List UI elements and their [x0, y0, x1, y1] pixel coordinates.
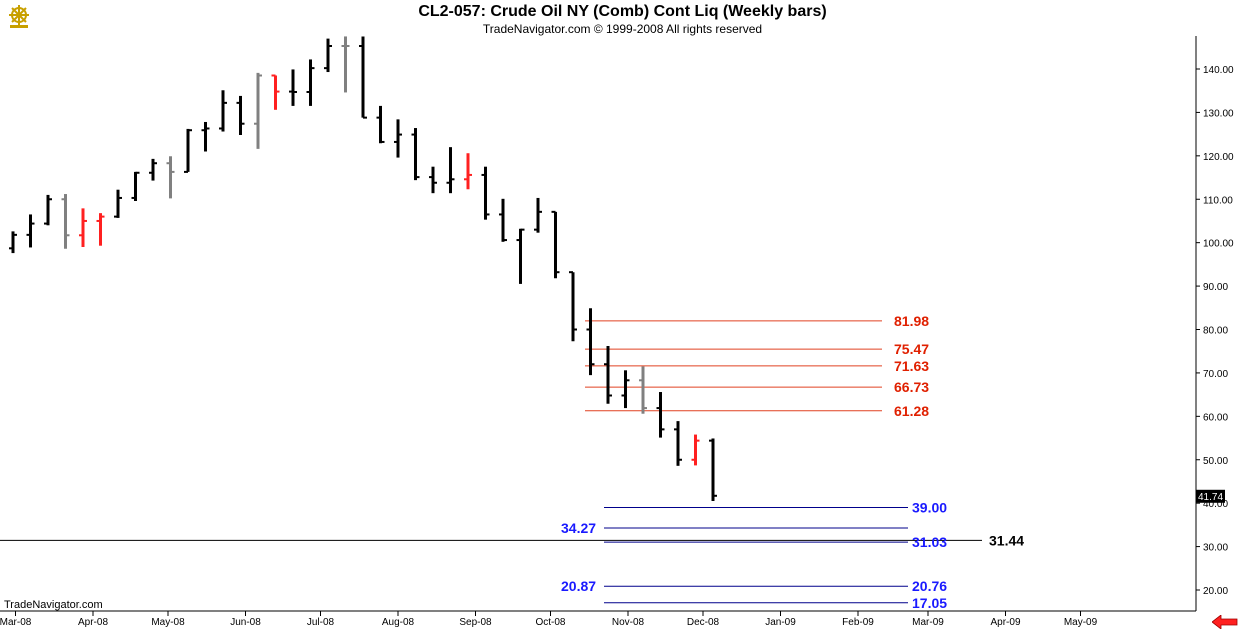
ohlc-bar — [709, 438, 717, 501]
ohlc-bar — [26, 214, 35, 248]
price-tick-label: 60.00 — [1203, 412, 1228, 423]
retracement-label: 71.63 — [894, 358, 929, 374]
ohlc-bar — [516, 228, 525, 284]
ohlc-bar — [44, 194, 52, 226]
ohlc-bar — [534, 197, 542, 233]
ohlc-bar — [639, 366, 647, 414]
last-price-flag — [1196, 489, 1225, 503]
ohlc-bar — [201, 121, 210, 152]
ohlc-bar — [184, 128, 192, 173]
target-label: 39.00 — [912, 500, 947, 516]
retracement-label: 75.47 — [894, 341, 929, 357]
ohlc-bar — [236, 95, 245, 135]
time-tick-label: Apr-09 — [990, 617, 1020, 628]
time-tick-label: Mar-08 — [0, 617, 32, 628]
price-tick-label: 110.00 — [1203, 195, 1233, 206]
price-tick-label: 130.00 — [1203, 108, 1234, 119]
time-tick-label: May-08 — [151, 617, 185, 628]
ohlc-bar — [79, 208, 87, 248]
target-label: 31.03 — [912, 534, 947, 550]
target-label: 20.76 — [912, 578, 947, 594]
time-tick-label: Apr-08 — [78, 617, 108, 628]
chart-header: CL2-057: Crude Oil NY (Comb) Cont Liq (W… — [0, 0, 1245, 36]
ohlc-bar — [254, 72, 262, 149]
support-label: 31.44 — [989, 532, 1024, 548]
time-tick-label: Feb-09 — [842, 617, 874, 628]
chart-title: CL2-057: Crude Oil NY (Comb) Cont Liq (W… — [418, 3, 827, 20]
time-tick-label: Aug-08 — [382, 617, 415, 628]
ohlc-bar — [499, 198, 507, 242]
time-axis: Mar-08 Apr-08 May-08 Jun-08 Jul-08 Aug-08 Sep-… — [0, 611, 1098, 628]
ohlc-bar — [481, 166, 490, 220]
price-tick-label: 30.00 — [1203, 543, 1228, 554]
ohlc-bar — [61, 194, 70, 249]
ohlc-bar — [621, 370, 630, 409]
price-tick-label: 120.00 — [1203, 152, 1234, 163]
time-tick-label: Jun-08 — [230, 617, 261, 628]
ohlc-bar — [586, 308, 595, 376]
ohlc-bar — [166, 156, 175, 199]
time-tick-label: May-09 — [1064, 617, 1098, 628]
ohlc-bar — [96, 213, 105, 246]
ohlc-bar — [429, 166, 437, 194]
price-tick-label: 80.00 — [1203, 326, 1228, 337]
ohlc-bar — [306, 59, 315, 106]
ohlc-bar — [691, 434, 700, 466]
ship-wheel-icon[interactable] — [6, 3, 32, 34]
ohlc-bar — [341, 36, 350, 93]
price-tick-label: 40.00 — [1203, 499, 1228, 510]
ohlc-bar — [569, 271, 577, 342]
time-tick-label: Jan-09 — [765, 617, 796, 628]
ohlc-bar — [656, 392, 665, 438]
ohlc-bar — [674, 421, 682, 466]
chart-subtitle: TradeNavigator.com © 1999-2008 All right… — [482, 22, 763, 36]
ohlc-bar — [604, 345, 612, 404]
ohlc-bar — [376, 105, 385, 144]
price-tick-label: 50.00 — [1203, 456, 1228, 467]
ohlc-bar — [464, 153, 472, 190]
target-label: 34.27 — [561, 520, 596, 536]
ohlc-bar — [149, 158, 157, 181]
ohlc-bar — [411, 128, 420, 181]
ohlc-bar — [131, 171, 140, 201]
footer-brand: TradeNavigator.com — [4, 599, 103, 611]
time-tick-label: Nov-08 — [612, 617, 645, 628]
time-tick-label: Dec-08 — [687, 617, 720, 628]
retracement-label: 66.73 — [894, 379, 929, 395]
left-arrow-icon[interactable] — [1211, 614, 1238, 634]
time-tick-label: Oct-08 — [535, 617, 565, 628]
price-tick-label: 90.00 — [1203, 282, 1228, 293]
ohlc-bar — [219, 90, 227, 132]
ohlc-bar — [359, 36, 367, 119]
ohlc-bar — [289, 69, 297, 106]
ohlc-bar — [114, 189, 122, 218]
time-tick-label: Mar-09 — [912, 617, 944, 628]
price-axis: 20.00 30.00 40.00 50.00 60.00 70.00 80.00 90.00… — [1196, 65, 1234, 597]
bars-layer — [9, 36, 717, 501]
retracement-label: 81.98 — [894, 313, 929, 329]
price-tick-label: 100.00 — [1203, 239, 1234, 250]
target-label: 17.05 — [912, 595, 947, 611]
ohlc-bar — [271, 74, 280, 110]
time-tick-label: Jul-08 — [307, 617, 335, 628]
ohlc-bar — [9, 231, 17, 254]
price-tick-label: 20.00 — [1203, 586, 1228, 597]
target-label: 20.87 — [561, 578, 596, 594]
time-tick-label: Sep-08 — [459, 617, 492, 628]
retracement-label: 61.28 — [894, 403, 929, 419]
ohlc-bar — [446, 147, 455, 194]
ohlc-bar — [551, 210, 560, 279]
ohlc-bar — [394, 119, 402, 158]
price-tick-label: 70.00 — [1203, 369, 1228, 380]
ohlc-bar — [324, 38, 332, 73]
last-price-label: 41.74 — [1198, 492, 1223, 503]
levels-layer — [0, 320, 982, 604]
price-tick-label: 140.00 — [1203, 65, 1234, 76]
